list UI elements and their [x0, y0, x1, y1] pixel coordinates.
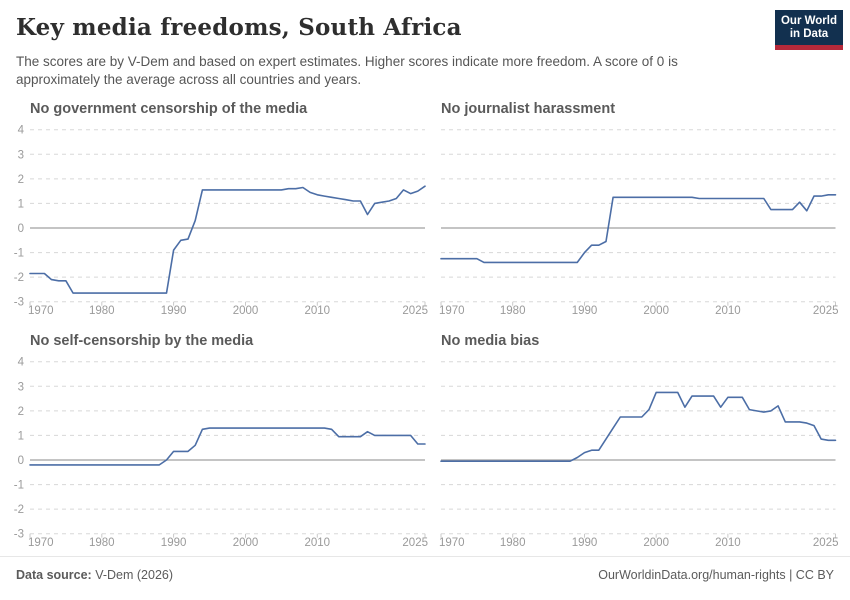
svg-text:2025: 2025 [402, 305, 428, 317]
chart-panel-government-censorship: 4 3 2 1 0 -1 -2 -3 1970 1980 1990 2000 2010 2025 No g… [0, 95, 430, 327]
svg-text:1970: 1970 [439, 305, 465, 317]
chart-panel-self-censorship: 4 3 2 1 0 -1 -2 -3 1970 1980 1990 2000 2010 2025 No s… [0, 327, 430, 556]
svg-text:2: 2 [18, 406, 24, 418]
chart-panel-journalist-harassment: 1970 1980 1990 2000 2010 2025 No journalist h… [430, 95, 850, 327]
svg-text:-3: -3 [14, 529, 24, 541]
svg-text:1970: 1970 [28, 537, 54, 549]
svg-text:-1: -1 [14, 248, 24, 260]
svg-text:3: 3 [18, 381, 24, 393]
line-chart-government-censorship[interactable]: 4 3 2 1 0 -1 -2 -3 1970 1980 1990 2000 2010 2025 [0, 95, 430, 327]
svg-text:-2: -2 [14, 272, 24, 284]
chart-panel-title: No government censorship of the media [30, 101, 308, 117]
chart-panel-title: No self-censorship by the media [30, 333, 254, 349]
svg-text:2010: 2010 [305, 305, 331, 317]
owid-logo[interactable]: Our World in Data [775, 10, 843, 50]
svg-text:1: 1 [18, 430, 24, 442]
logo-line-2: in Data [789, 27, 829, 40]
svg-text:-3: -3 [14, 297, 24, 309]
svg-text:1: 1 [18, 198, 24, 210]
svg-text:1990: 1990 [161, 305, 187, 317]
svg-text:2025: 2025 [813, 305, 839, 317]
svg-text:2010: 2010 [305, 537, 331, 549]
svg-text:1990: 1990 [161, 537, 187, 549]
chart-panel-media-bias: 1970 1980 1990 2000 2010 2025 No media bias [430, 327, 850, 556]
svg-text:2000: 2000 [233, 305, 259, 317]
line-chart-self-censorship[interactable]: 4 3 2 1 0 -1 -2 -3 1970 1980 1990 2000 2010 2025 [0, 327, 430, 556]
data-source-value: V-Dem (2026) [95, 568, 174, 582]
chart-footer: Data source: V-Dem (2026) OurWorldinData… [0, 556, 850, 600]
svg-text:1980: 1980 [89, 305, 115, 317]
svg-text:2: 2 [18, 174, 24, 186]
svg-text:-1: -1 [14, 480, 24, 492]
logo-line-1: Our World [780, 14, 837, 27]
svg-text:2025: 2025 [813, 537, 839, 549]
svg-text:1980: 1980 [500, 537, 526, 549]
chart-panel-title: No media bias [441, 333, 540, 349]
svg-text:1970: 1970 [439, 537, 465, 549]
svg-text:1990: 1990 [572, 305, 598, 317]
svg-text:0: 0 [18, 223, 24, 235]
chart-subtitle: The scores are by V-Dem and based on exp… [16, 54, 678, 87]
svg-text:0: 0 [18, 455, 24, 467]
svg-text:4: 4 [18, 357, 25, 369]
svg-text:4: 4 [18, 125, 25, 137]
svg-text:3: 3 [18, 149, 24, 161]
svg-text:2000: 2000 [643, 305, 669, 317]
data-source: Data source: V-Dem (2026) [16, 568, 173, 582]
footer-right: OurWorldinData.org/human-rights | CC BY [598, 568, 834, 582]
page-title: Key media freedoms, South Africa [16, 14, 462, 41]
owid-url-link[interactable]: OurWorldinData.org/human-rights [598, 568, 786, 582]
svg-text:2000: 2000 [233, 537, 259, 549]
svg-text:2010: 2010 [715, 305, 741, 317]
svg-text:1980: 1980 [89, 537, 115, 549]
svg-text:2025: 2025 [402, 537, 428, 549]
data-source-label: Data source: [16, 568, 92, 582]
svg-text:2010: 2010 [715, 537, 741, 549]
chart-panel-title: No journalist harassment [441, 101, 616, 117]
svg-text:1980: 1980 [500, 305, 526, 317]
svg-text:1970: 1970 [28, 305, 54, 317]
svg-text:2000: 2000 [643, 537, 669, 549]
line-chart-journalist-harassment[interactable]: 1970 1980 1990 2000 2010 2025 [430, 95, 850, 327]
svg-text:1990: 1990 [572, 537, 598, 549]
license-text: | CC BY [785, 568, 834, 582]
svg-text:-2: -2 [14, 504, 24, 516]
line-chart-media-bias[interactable]: 1970 1980 1990 2000 2010 2025 [430, 327, 850, 556]
